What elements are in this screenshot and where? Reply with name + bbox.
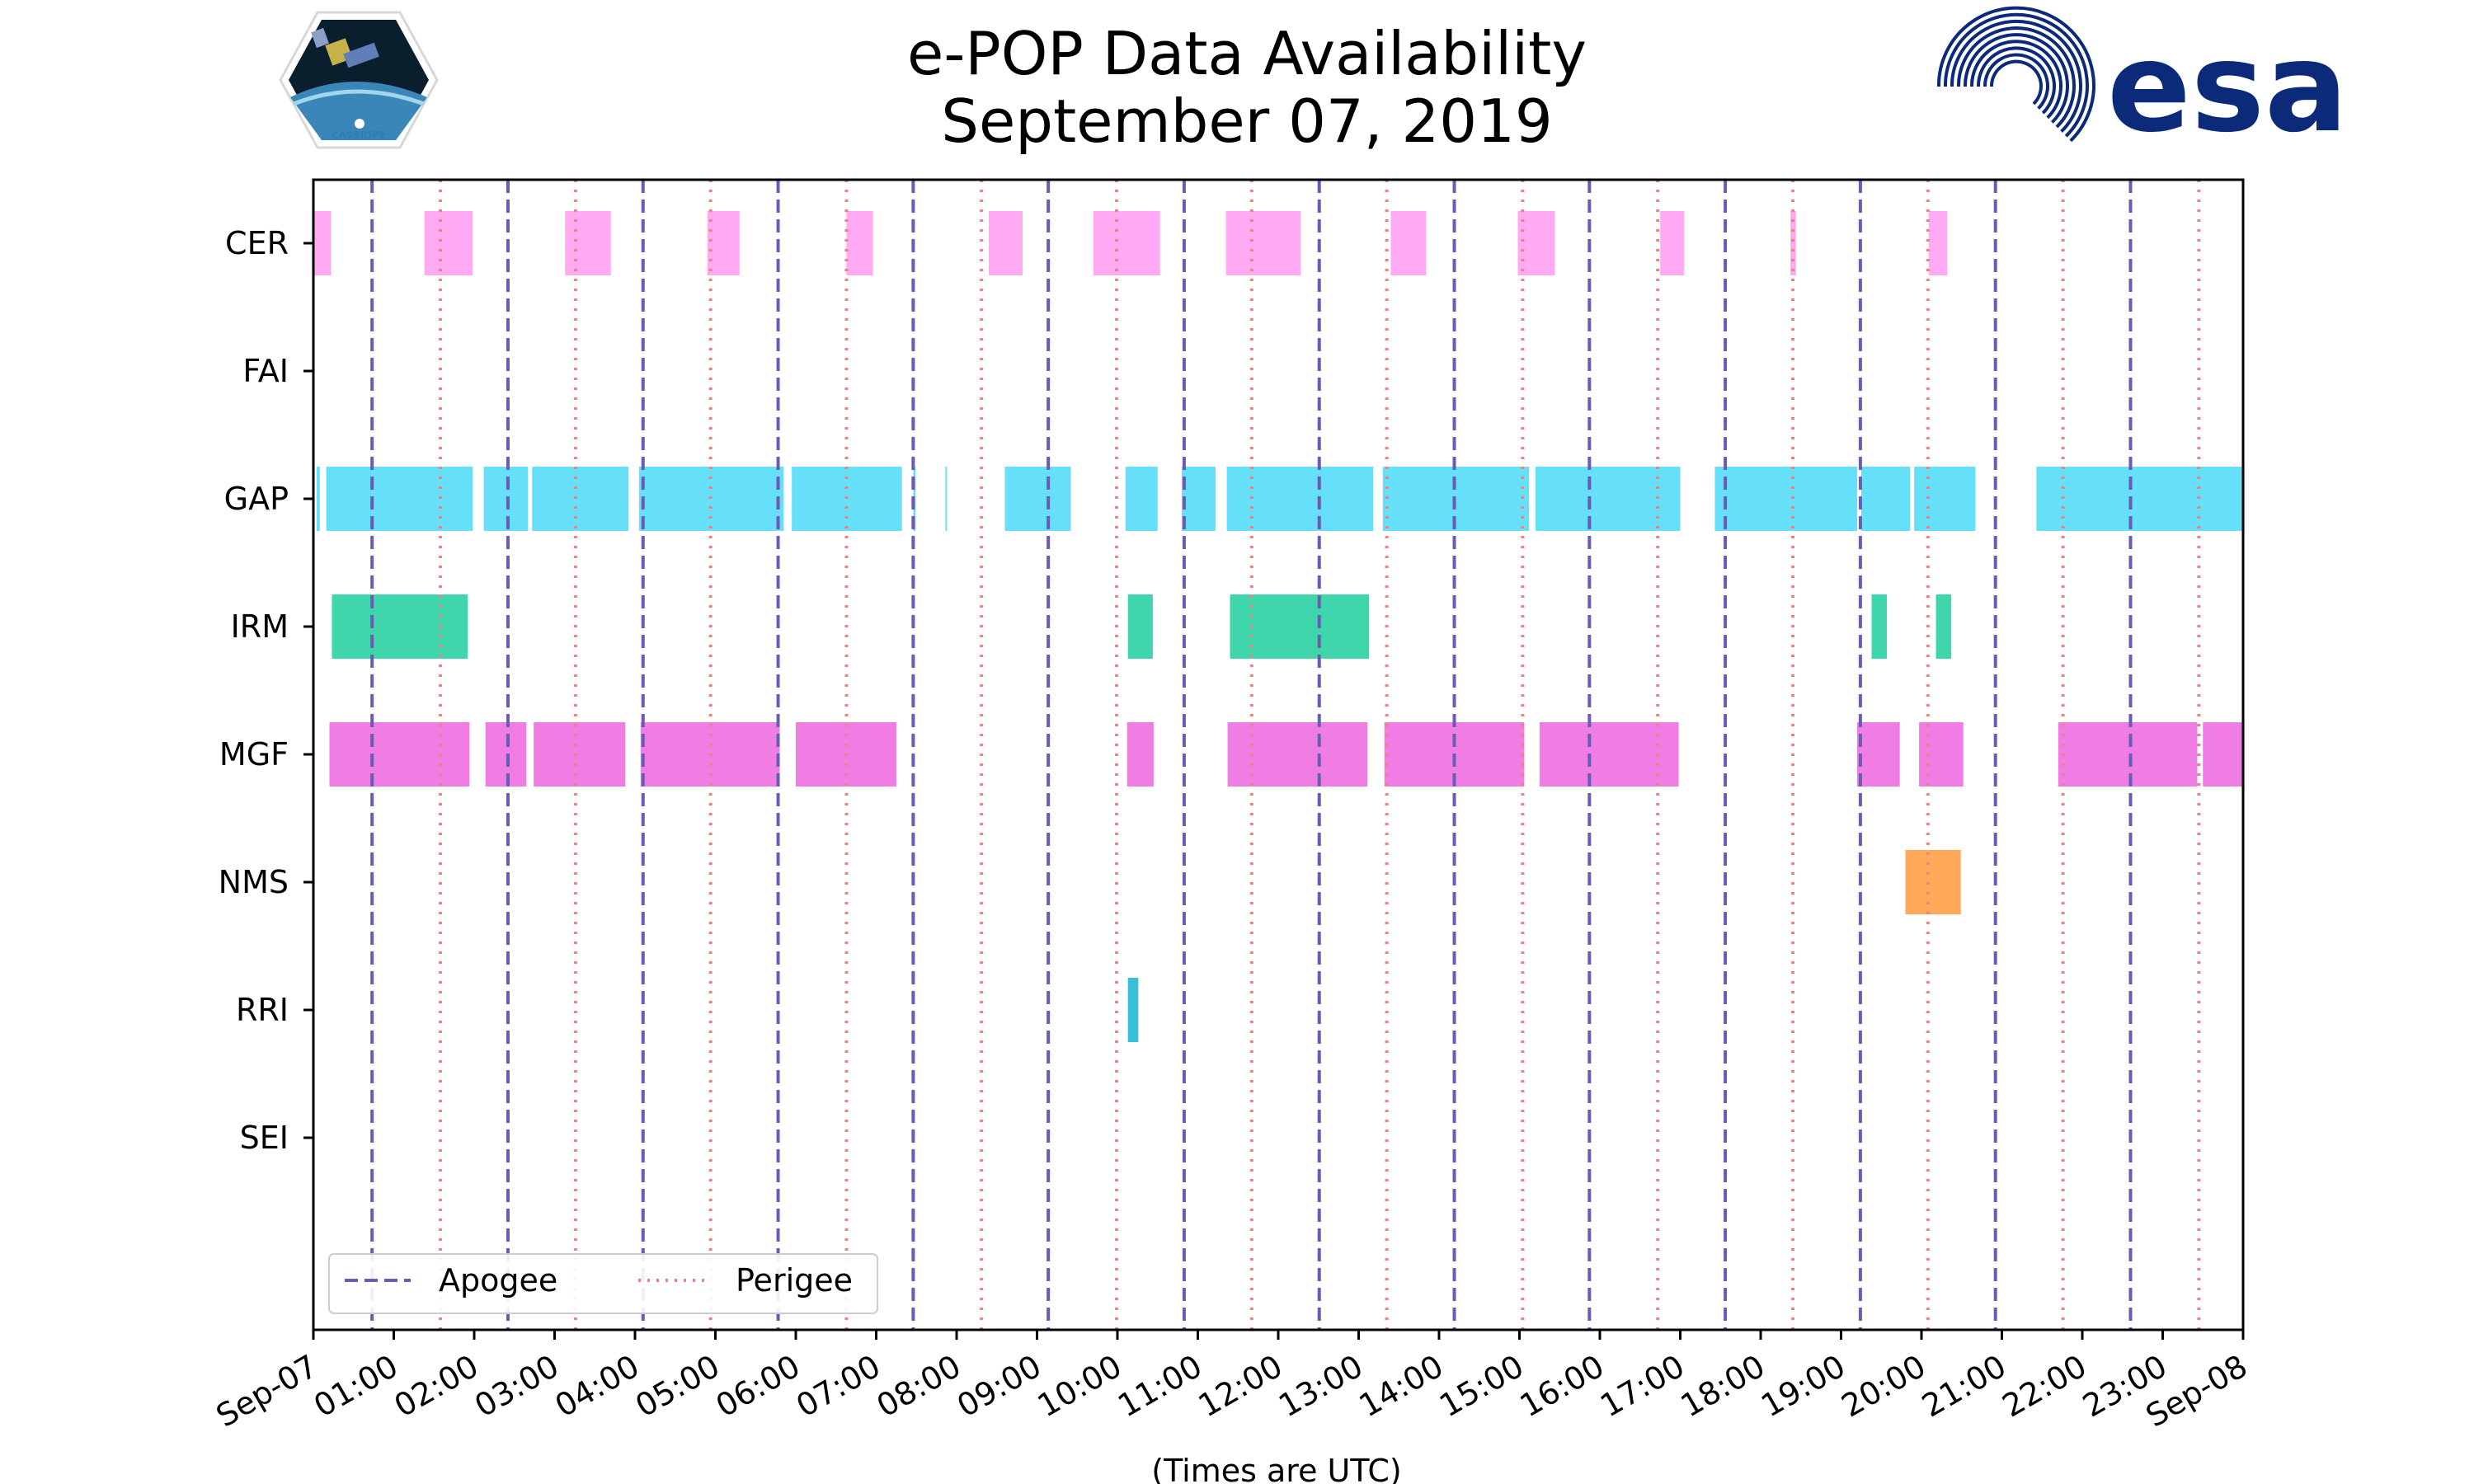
y-tick-label-sei: SEI <box>240 1120 289 1156</box>
cassiope-logo-text: CASSIOPE <box>332 129 387 141</box>
esa-swirl-arc-4 <box>1963 33 2069 124</box>
bar-irm-3 <box>1871 594 1888 659</box>
bar-gap-0 <box>316 467 320 531</box>
y-tick-label-cer: CER <box>225 225 289 261</box>
bar-cer-1 <box>424 211 473 275</box>
x-axis: Sep-0701:0002:0003:0004:0005:0006:0007:0… <box>210 1330 2254 1435</box>
bar-cer-11 <box>1790 211 1796 275</box>
bar-cer-4 <box>846 211 873 275</box>
esa-logo-text: esa <box>2107 16 2348 160</box>
bar-gap-17 <box>2036 467 2243 531</box>
bar-cer-12 <box>1928 211 1948 275</box>
bar-gap-8 <box>1004 467 1071 531</box>
bar-irm-1 <box>1127 594 1153 659</box>
bar-mgf-2 <box>534 722 626 787</box>
chart-title-line-1: e-POP Data Availability <box>907 19 1587 88</box>
x-tick-label-18: 18:00 <box>1675 1348 1771 1425</box>
orbit-event-lines <box>370 180 2201 1330</box>
bar-gap-2 <box>483 467 529 531</box>
bar-cer-5 <box>989 211 1023 275</box>
bar-mgf-11 <box>2058 722 2198 787</box>
bar-nms-0 <box>1905 850 1961 914</box>
x-tick-label-1: 01:00 <box>308 1348 404 1425</box>
bar-mgf-5 <box>1126 722 1154 787</box>
bar-gap-1 <box>326 467 473 531</box>
bar-gap-10 <box>1182 467 1216 531</box>
x-tick-label-21: 21:00 <box>1916 1348 2012 1425</box>
data-bars <box>313 211 2243 1042</box>
x-tick-label-19: 19:00 <box>1755 1348 1851 1425</box>
chart-title-line-2: September 07, 2019 <box>941 87 1552 156</box>
x-tick-label-22: 22:00 <box>1997 1348 2093 1425</box>
bar-gap-3 <box>532 467 629 531</box>
y-axis: CER FAI GAP IRM MGF NMS RRI SEI <box>219 225 313 1156</box>
bar-mgf-6 <box>1227 722 1368 787</box>
esa-swirl-arc-8 <box>1936 6 2095 143</box>
x-tick-label-13: 13:00 <box>1272 1348 1369 1425</box>
bar-cer-0 <box>313 211 332 275</box>
bar-irm-4 <box>1935 594 1952 659</box>
bar-gap-14 <box>1714 467 1857 531</box>
y-tick-label-nms: NMS <box>219 864 289 900</box>
x-tick-label-3: 03:00 <box>468 1348 565 1425</box>
x-tick-label-5: 05:00 <box>629 1348 726 1425</box>
x-axis-label: (Times are UTC) <box>1151 1453 1401 1484</box>
y-tick-label-rri: RRI <box>236 992 289 1028</box>
legend-perigee-label: Perigee <box>736 1262 853 1298</box>
esa-swirl-arc-7 <box>1943 12 2089 138</box>
x-tick-label-11: 11:00 <box>1112 1348 1208 1425</box>
bar-gap-9 <box>1125 467 1158 531</box>
bar-mgf-0 <box>329 722 470 787</box>
legend-frame <box>328 1253 878 1314</box>
esa-swirl-arc-2 <box>1976 46 2056 115</box>
esa-logo-icon: esa <box>1936 6 2348 160</box>
x-tick-label-0: Sep-07 <box>210 1348 324 1435</box>
x-tick-label-4: 04:00 <box>549 1348 646 1425</box>
bar-cer-6 <box>1093 211 1160 275</box>
bar-cer-2 <box>565 211 611 275</box>
bar-mgf-12 <box>2203 722 2243 787</box>
x-tick-label-15: 15:00 <box>1433 1348 1530 1425</box>
bar-mgf-9 <box>1857 722 1900 787</box>
esa-swirl-arc-5 <box>1956 26 2076 129</box>
y-tick-label-mgf: MGF <box>219 736 289 773</box>
esa-swirl-arc-1 <box>1982 53 2049 110</box>
x-tick-label-6: 06:00 <box>710 1348 807 1425</box>
y-tick-label-fai: FAI <box>242 353 289 389</box>
legend-apogee-label: Apogee <box>439 1262 557 1298</box>
bar-gap-7 <box>945 467 948 531</box>
esa-swirl-arc-3 <box>1969 40 2062 120</box>
bar-cer-3 <box>707 211 740 275</box>
bar-mgf-10 <box>1919 722 1964 787</box>
x-tick-label-7: 07:00 <box>790 1348 887 1425</box>
bar-mgf-8 <box>1539 722 1679 787</box>
x-tick-label-10: 10:00 <box>1032 1348 1128 1425</box>
bar-irm-0 <box>332 594 468 659</box>
x-tick-label-8: 08:00 <box>871 1348 967 1425</box>
bar-gap-16 <box>1914 467 1976 531</box>
esa-swirl-arc-6 <box>1950 19 2082 134</box>
bar-cer-7 <box>1225 211 1301 275</box>
y-tick-label-gap: GAP <box>224 481 289 517</box>
bar-cer-8 <box>1390 211 1427 275</box>
y-tick-label-irm: IRM <box>231 608 289 645</box>
bar-rri-0 <box>1127 978 1139 1042</box>
esa-swirl-arc-0 <box>1989 59 2043 106</box>
x-tick-label-2: 02:00 <box>388 1348 485 1425</box>
bar-gap-11 <box>1226 467 1374 531</box>
legend: Apogee Perigee <box>328 1253 878 1314</box>
x-tick-label-14: 14:00 <box>1353 1348 1450 1425</box>
bar-mgf-1 <box>485 722 527 787</box>
bar-cer-10 <box>1660 211 1685 275</box>
cassiope-satellite-badge-icon: CASSIOPE <box>279 11 439 149</box>
x-tick-label-20: 20:00 <box>1836 1348 1932 1425</box>
x-tick-label-16: 16:00 <box>1514 1348 1611 1425</box>
x-tick-label-12: 12:00 <box>1192 1348 1289 1425</box>
x-tick-label-9: 09:00 <box>951 1348 1047 1425</box>
x-tick-label-17: 17:00 <box>1594 1348 1691 1425</box>
bar-gap-15 <box>1860 467 1911 531</box>
